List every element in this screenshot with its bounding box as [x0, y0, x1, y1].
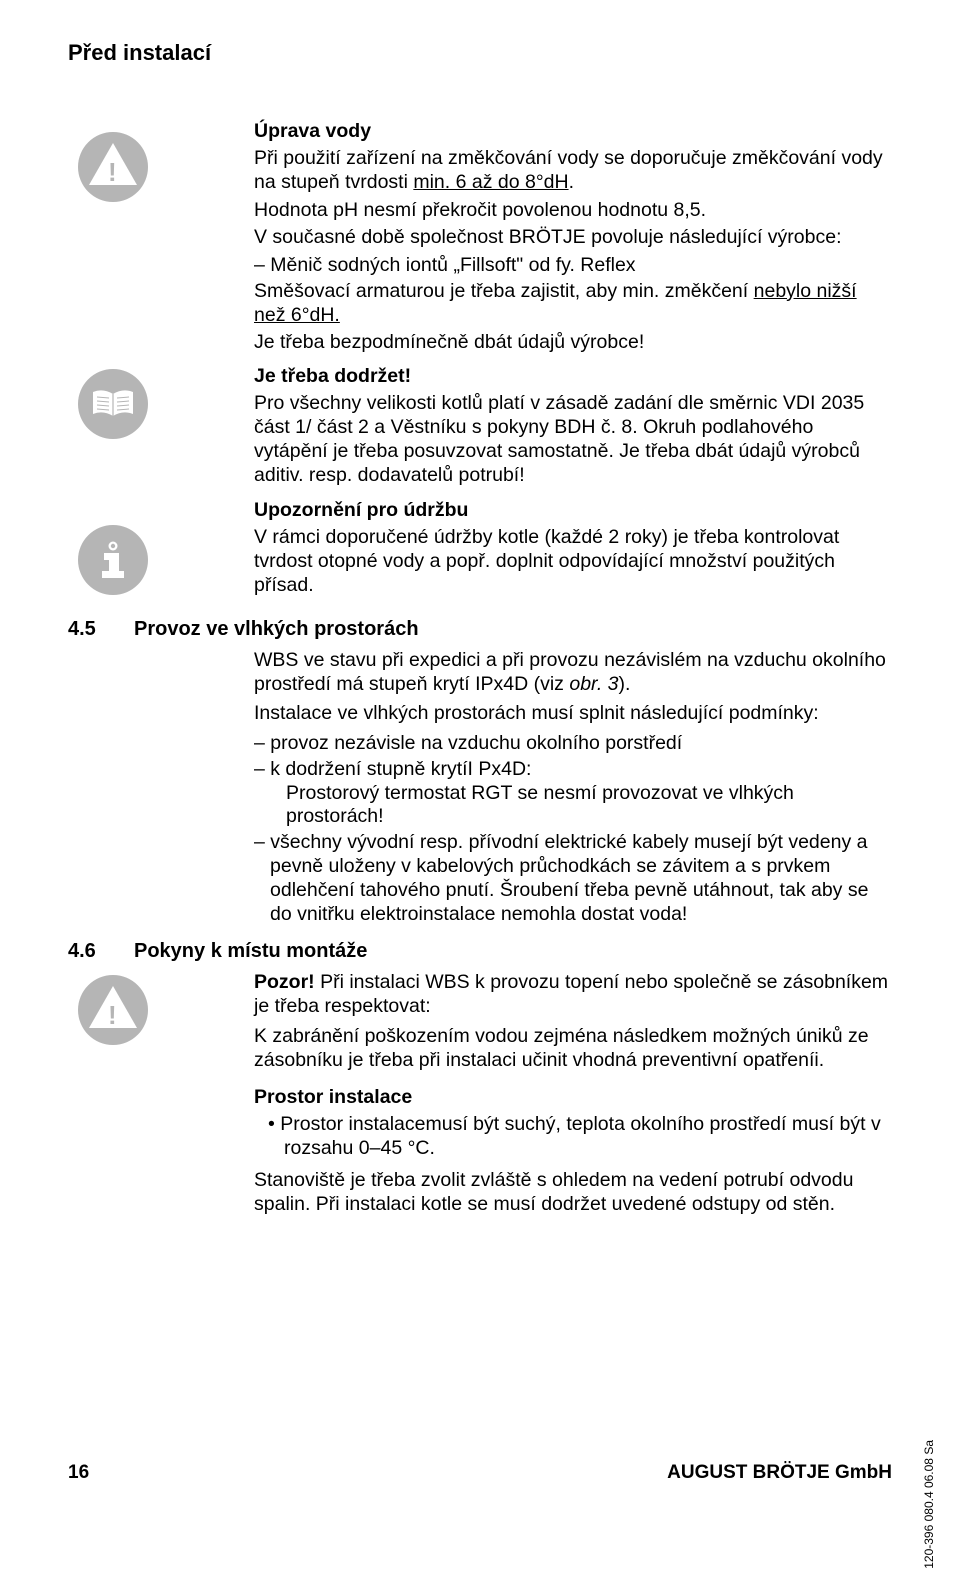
paragraph: WBS ve stavu při expedici a při provozu … [254, 649, 892, 697]
subtitle: Prostor instalace [254, 1086, 892, 1109]
text: . [569, 171, 574, 193]
text: Při instalaci WBS k provozu topení nebo … [254, 971, 888, 1017]
section-title: Provoz ve vlhkých prostorách [134, 618, 419, 641]
block-title: Je třeba dodržet! [254, 365, 892, 388]
page-number: 16 [68, 1462, 89, 1484]
block-pozor: Pozor! Při instalaci WBS k provozu topen… [68, 971, 892, 1222]
paragraph: Je třeba bezpodmínečně dbát údajů výrobc… [254, 331, 892, 355]
bullet-list: Prostor instalacemusí být suchý, teplota… [254, 1113, 892, 1161]
text-bold: Pozor! [254, 971, 315, 993]
section-45-body: WBS ve stavu při expedici a při provozu … [254, 649, 892, 927]
paragraph: Pro všechny velikosti kotlů platí v zása… [254, 392, 892, 487]
text-col: Úprava vody Při použití zařízení na změk… [254, 120, 892, 359]
list-item: k dodržení stupně krytíI Px4D: Prostorov… [254, 758, 892, 829]
block-udrzba: Upozornění pro údržbu V rámci doporučené… [68, 499, 892, 603]
info-icon [78, 525, 148, 595]
block-title: Upozornění pro údržbu [254, 499, 892, 522]
warning-icon [78, 975, 148, 1045]
block-dodrzet: Je třeba dodržet! Pro všechny velikosti … [68, 365, 892, 493]
paragraph: Směšovací armaturou je třeba zajistit, a… [254, 280, 892, 328]
paragraph: Stanoviště je třeba zvolit zvláště s ohl… [254, 1169, 892, 1217]
section-number: 4.6 [68, 940, 134, 963]
paragraph: Hodnota pH nesmí překročit povolenou hod… [254, 199, 892, 223]
text-italic: obr. 3 [569, 673, 618, 695]
side-code: 120-396 080.4 06.08 Sa [922, 1440, 936, 1569]
paragraph: Pozor! Při instalaci WBS k provozu topen… [254, 971, 892, 1019]
company-name: AUGUST BRÖTJE GmbH [667, 1462, 892, 1484]
section-number: 4.5 [68, 618, 134, 641]
text: Směšovací armaturou je třeba zajistit, a… [254, 280, 754, 302]
paragraph: Při použití zařízení na změkčování vody … [254, 147, 892, 195]
block-title: Úprava vody [254, 120, 892, 143]
text-col: Upozornění pro údržbu V rámci doporučené… [254, 499, 892, 603]
text-underline: min. 6 až do 8°dH [413, 171, 568, 193]
book-icon [78, 369, 148, 439]
section-heading-46: 4.6 Pokyny k místu montáže [68, 940, 892, 963]
text: k dodržení stupně krytíI Px4D: [270, 758, 531, 780]
block-uprava-vody: Úprava vody Při použití zařízení na změk… [68, 120, 892, 359]
paragraph: V současné době společnost BRÖTJE povolu… [254, 226, 892, 250]
icon-col [68, 971, 254, 1045]
dash-list: Měnič sodných iontů „Fillsoft" od fy. Re… [254, 254, 892, 278]
text-col: Pozor! Při instalaci WBS k provozu topen… [254, 971, 892, 1222]
list-item: všechny vývodní resp. přívodní elektrick… [254, 831, 892, 926]
list-item: Měnič sodných iontů „Fillsoft" od fy. Re… [254, 254, 892, 278]
icon-col [68, 365, 254, 439]
footer: 16 AUGUST BRÖTJE GmbH [68, 1462, 892, 1484]
warning-icon [78, 132, 148, 202]
icon-col [68, 499, 254, 595]
section-heading-45: 4.5 Provoz ve vlhkých prostorách [68, 618, 892, 641]
icon-col [68, 120, 254, 202]
paragraph: K zabránění poškozením vodou zejména nás… [254, 1025, 892, 1073]
section-title: Pokyny k místu montáže [134, 940, 367, 963]
page-header: Před instalací [68, 40, 892, 66]
paragraph: Instalace ve vlhkých prostorách musí spl… [254, 702, 892, 726]
list-item: provoz nezávisle na vzduchu okolního por… [254, 732, 892, 756]
list-sub: Prostorový termostat RGT se nesmí provoz… [270, 782, 892, 830]
text: ). [619, 673, 631, 695]
text-col: Je třeba dodržet! Pro všechny velikosti … [254, 365, 892, 493]
paragraph: V rámci doporučené údržby kotle (každé 2… [254, 526, 892, 597]
dash-list: provoz nezávisle na vzduchu okolního por… [254, 732, 892, 926]
list-item: Prostor instalacemusí být suchý, teplota… [254, 1113, 892, 1161]
